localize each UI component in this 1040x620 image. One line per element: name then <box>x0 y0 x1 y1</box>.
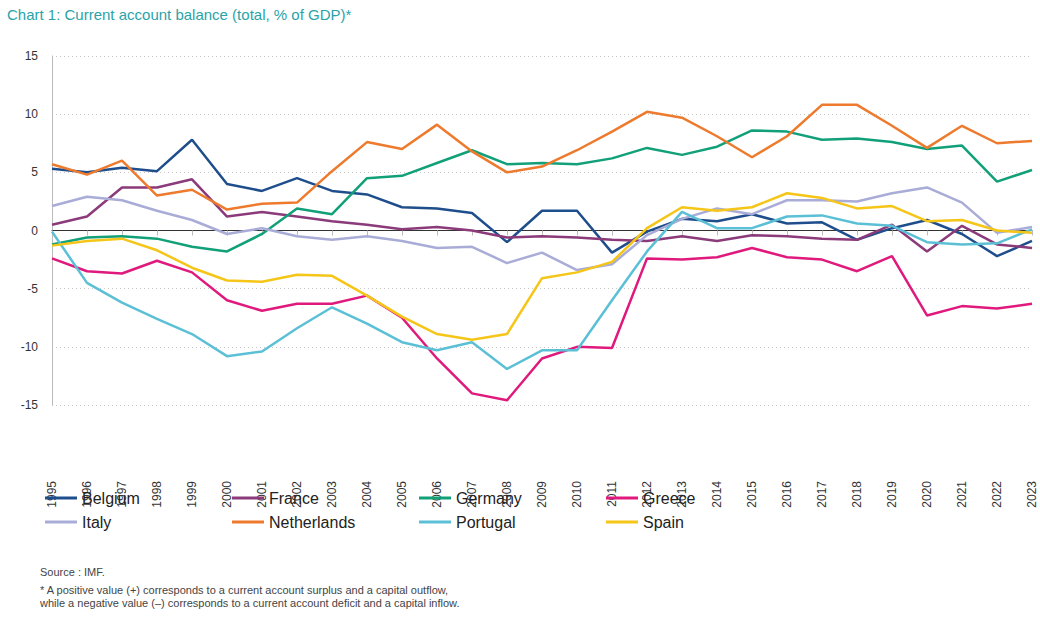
svg-text:2016: 2016 <box>780 481 794 508</box>
svg-text:5: 5 <box>31 165 38 179</box>
svg-text:while a negative value (–) cor: while a negative value (–) corresponds t… <box>39 597 459 609</box>
svg-text:Belgium: Belgium <box>82 490 140 507</box>
svg-text:* A positive value (+) corresp: * A positive value (+) corresponds to a … <box>40 584 448 596</box>
svg-text:2001: 2001 <box>255 481 269 508</box>
svg-text:-10: -10 <box>21 340 39 354</box>
svg-text:1995: 1995 <box>45 481 59 508</box>
svg-text:-15: -15 <box>21 398 39 412</box>
svg-text:2011: 2011 <box>605 481 619 507</box>
svg-text:Netherlands: Netherlands <box>269 514 355 531</box>
svg-text:Germany: Germany <box>456 490 522 507</box>
svg-text:-5: -5 <box>27 282 38 296</box>
svg-text:2020: 2020 <box>920 481 934 508</box>
svg-text:2003: 2003 <box>325 481 339 508</box>
svg-text:Chart 1: Current account balan: Chart 1: Current account balance (total,… <box>7 6 351 23</box>
svg-text:10: 10 <box>25 107 39 121</box>
svg-text:2010: 2010 <box>570 481 584 508</box>
svg-text:France: France <box>269 490 319 507</box>
svg-text:Greece: Greece <box>643 490 696 507</box>
svg-text:Italy: Italy <box>82 514 111 531</box>
svg-text:2009: 2009 <box>535 481 549 508</box>
svg-text:2014: 2014 <box>710 481 724 508</box>
svg-text:15: 15 <box>25 49 39 63</box>
svg-text:2019: 2019 <box>885 481 899 508</box>
svg-text:2021: 2021 <box>955 481 969 508</box>
svg-text:2022: 2022 <box>990 481 1004 508</box>
svg-text:2023: 2023 <box>1025 481 1039 508</box>
svg-text:Portugal: Portugal <box>456 514 516 531</box>
svg-text:1999: 1999 <box>185 481 199 508</box>
svg-text:Spain: Spain <box>643 514 684 531</box>
svg-text:1998: 1998 <box>150 481 164 508</box>
svg-text:2017: 2017 <box>815 481 829 508</box>
svg-text:0: 0 <box>31 224 38 238</box>
svg-text:Source : IMF.: Source : IMF. <box>40 566 105 578</box>
svg-text:2015: 2015 <box>745 481 759 508</box>
svg-text:2000: 2000 <box>220 481 234 508</box>
svg-text:2018: 2018 <box>850 481 864 508</box>
svg-text:2005: 2005 <box>395 481 409 508</box>
svg-text:2004: 2004 <box>360 481 374 508</box>
svg-text:2006: 2006 <box>430 481 444 508</box>
